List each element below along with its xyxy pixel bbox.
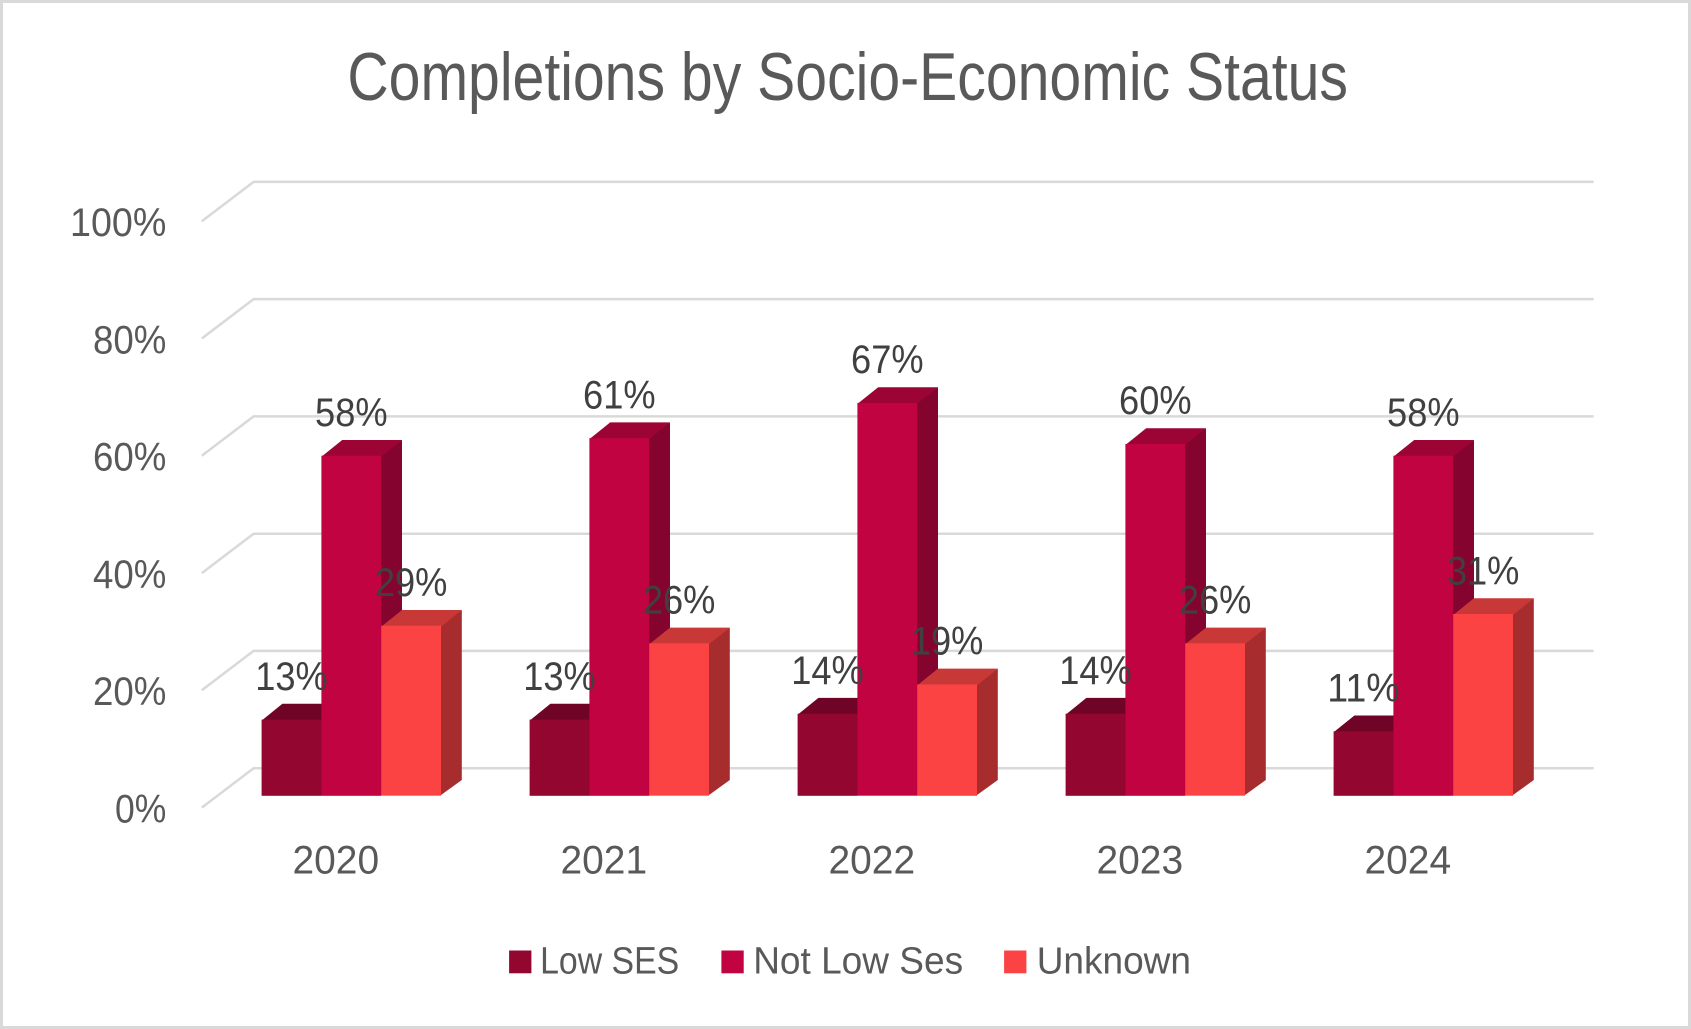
svg-text:13%: 13% — [255, 655, 328, 699]
svg-text:0%: 0% — [115, 787, 166, 831]
svg-text:80%: 80% — [93, 318, 166, 362]
svg-text:61%: 61% — [583, 373, 656, 417]
svg-text:Completions by Socio-Economic: Completions by Socio-Economic Status — [347, 39, 1348, 115]
svg-text:2022: 2022 — [829, 839, 916, 883]
svg-text:2021: 2021 — [561, 839, 648, 883]
svg-text:60%: 60% — [93, 436, 166, 480]
svg-text:60%: 60% — [1119, 379, 1192, 423]
svg-text:2020: 2020 — [293, 839, 380, 883]
svg-text:2023: 2023 — [1097, 839, 1184, 883]
svg-text:14%: 14% — [1059, 649, 1132, 693]
svg-text:58%: 58% — [1387, 391, 1460, 435]
svg-text:Unknown: Unknown — [1037, 941, 1191, 983]
svg-text:19%: 19% — [911, 620, 984, 664]
svg-text:67%: 67% — [851, 338, 924, 382]
svg-text:Low SES: Low SES — [540, 941, 679, 983]
svg-text:31%: 31% — [1447, 549, 1520, 593]
svg-text:2024: 2024 — [1365, 839, 1452, 883]
svg-text:Not Low Ses: Not Low Ses — [753, 941, 963, 983]
svg-text:20%: 20% — [93, 670, 166, 714]
svg-text:29%: 29% — [375, 561, 448, 605]
svg-text:13%: 13% — [523, 655, 596, 699]
svg-text:40%: 40% — [93, 553, 166, 597]
svg-text:58%: 58% — [315, 391, 388, 435]
svg-text:100%: 100% — [70, 201, 166, 245]
svg-text:11%: 11% — [1327, 667, 1400, 711]
svg-text:14%: 14% — [791, 649, 864, 693]
svg-text:26%: 26% — [1179, 579, 1252, 623]
svg-text:26%: 26% — [643, 579, 716, 623]
